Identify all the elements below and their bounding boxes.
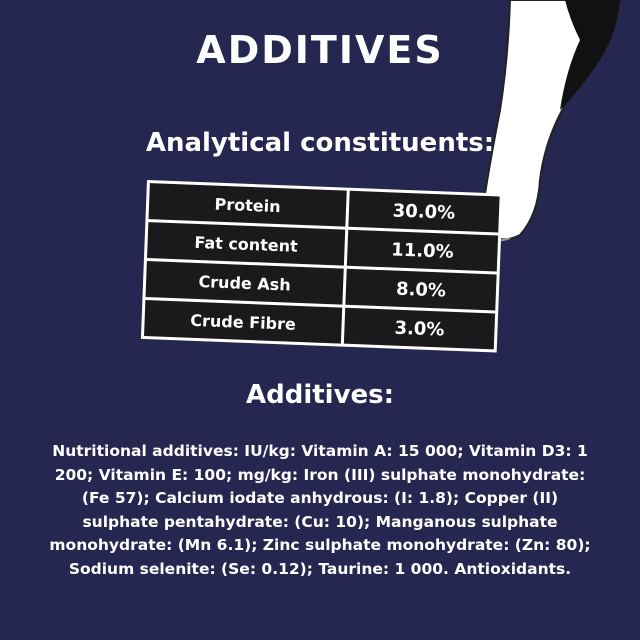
page-title: ADDITIVES xyxy=(196,28,444,72)
row-value: 30.0% xyxy=(348,190,500,233)
additives-line: Sodium selenite: (Se: 0.12); Taurine: 1 … xyxy=(68,559,572,578)
cat-black-patch xyxy=(560,0,620,110)
additives-line: 200; Vitamin E: 100; mg/kg: Iron (III) s… xyxy=(54,465,586,484)
additives-line: (Fe 57); Calcium iodate anhydrous: (I: 1… xyxy=(81,489,559,507)
additives-line: monohydrate: (Mn 6.1); Zinc sulphate mon… xyxy=(49,536,591,554)
analytical-table: Protein 30.0% Fat content 11.0% Crude As… xyxy=(140,180,503,353)
row-label: Crude Fibre xyxy=(144,300,343,344)
row-value: 11.0% xyxy=(346,229,499,272)
additives-line: Nutritional additives: IU/kg: Vitamin A:… xyxy=(52,442,588,460)
row-value: 3.0% xyxy=(343,307,496,350)
additives-line: sulphate pentahydrate: (Cu: 10); Mangano… xyxy=(82,512,558,531)
additives-text: Nutritional additives: IU/kg: Vitamin A:… xyxy=(30,440,610,581)
analytical-heading: Analytical constituents: xyxy=(145,128,495,158)
row-value: 8.0% xyxy=(345,268,497,311)
additives-heading: Additives: xyxy=(245,380,395,410)
row-label: Protein xyxy=(148,183,347,227)
cat-leg-illustration xyxy=(477,0,622,242)
row-label: Fat content xyxy=(147,222,346,266)
row-label: Crude Ash xyxy=(145,261,344,305)
